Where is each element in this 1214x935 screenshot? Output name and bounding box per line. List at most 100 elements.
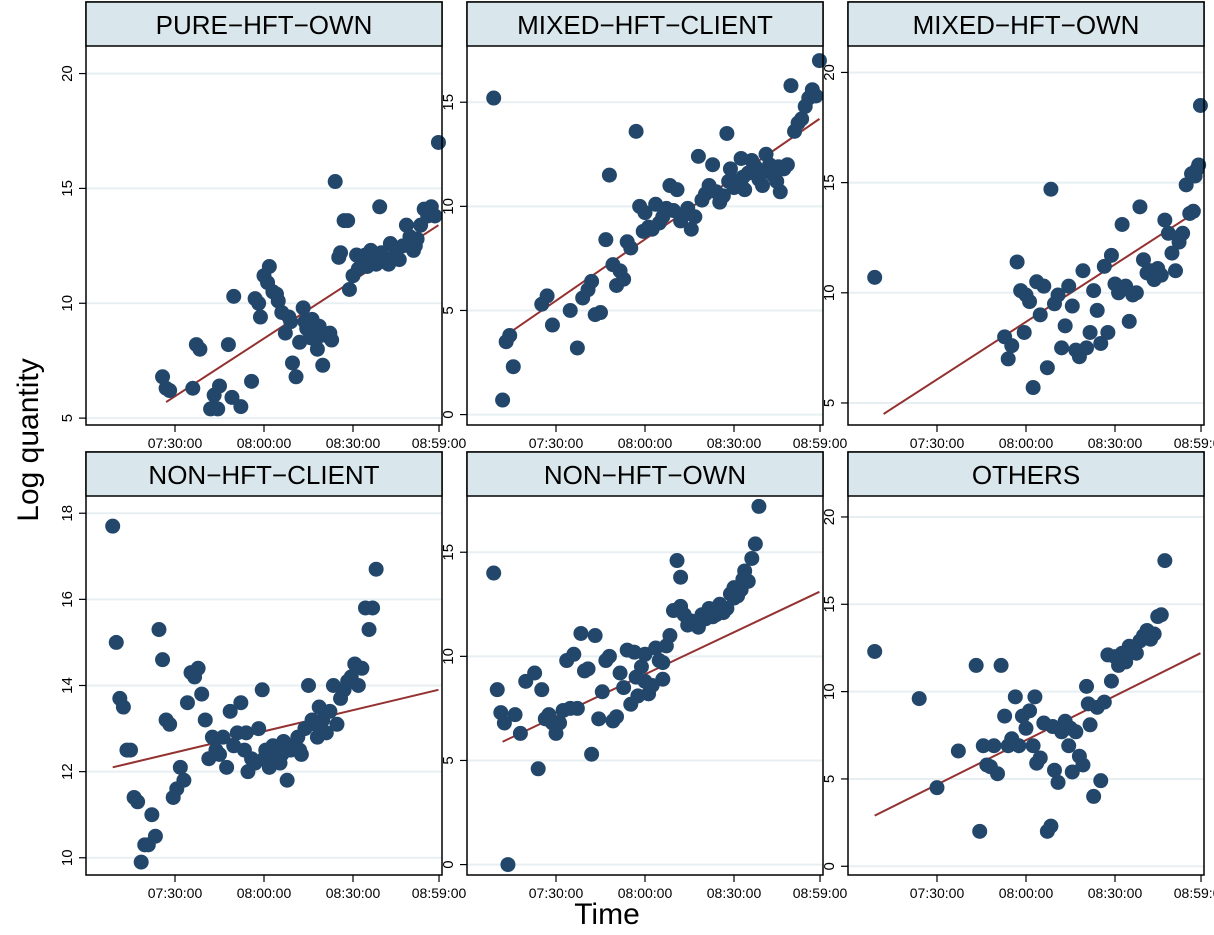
panel-3-title: MIXED−HFT−OWN bbox=[913, 10, 1140, 40]
panel-2-data-point bbox=[690, 148, 706, 164]
panel-3-data-point bbox=[1009, 254, 1025, 270]
panel-4-data-point bbox=[155, 652, 171, 668]
panel-2-data-point bbox=[771, 159, 786, 175]
panel-6-x-tick-label: 08:00:00 bbox=[999, 885, 1054, 901]
panel-2-data-point bbox=[593, 305, 608, 321]
panel-6-data-point bbox=[1032, 750, 1048, 766]
panel-2-data-point bbox=[715, 188, 731, 204]
panel-1-data-point bbox=[295, 300, 311, 316]
panel-1-data-point bbox=[261, 259, 277, 275]
panel-1-data-point bbox=[155, 369, 171, 385]
panel-3-data-point bbox=[1168, 263, 1184, 279]
panel-2-data-point bbox=[569, 340, 585, 356]
panel-6-title: OTHERS bbox=[972, 460, 1080, 490]
panel-1-data-point bbox=[333, 245, 349, 261]
panel-5-data-point bbox=[690, 613, 706, 629]
panel-6-plot-area bbox=[848, 496, 1204, 875]
panel-2-x-tick-label: 07:30:00 bbox=[529, 435, 584, 451]
panel-1-data-point bbox=[315, 357, 331, 373]
panel-3-data-point bbox=[1132, 199, 1148, 215]
panel-6-data-point bbox=[1080, 696, 1096, 712]
panel-5-data-point bbox=[655, 671, 671, 687]
panel-5-data-point bbox=[496, 715, 512, 731]
panel-5-data-point bbox=[527, 665, 543, 681]
panel-6-data-point bbox=[1045, 719, 1061, 735]
panel-4-data-point bbox=[279, 772, 295, 788]
panel-2-data-point bbox=[544, 317, 560, 333]
panel-4-data-point bbox=[238, 725, 254, 741]
panel-4-data-point bbox=[212, 746, 227, 762]
panel-1-data-point bbox=[309, 341, 325, 357]
panel-6-y-tick-label: 15 bbox=[821, 596, 838, 613]
panel-4-fit-line bbox=[112, 688, 439, 769]
panel-6-data-point bbox=[1046, 762, 1062, 778]
panel-1-data-point bbox=[284, 355, 300, 371]
panel-1-data-point bbox=[430, 134, 446, 150]
panel-1-data-point bbox=[341, 281, 357, 297]
panel-4-data-point bbox=[204, 729, 220, 745]
panel-4-data-point bbox=[354, 660, 370, 676]
panel-3-y-tick-label: 10 bbox=[821, 284, 838, 301]
panel-1-data-point bbox=[212, 378, 227, 394]
panel-4-data-point bbox=[108, 634, 124, 650]
panel-1-data-point bbox=[185, 380, 201, 396]
panel-6-data-point bbox=[1022, 703, 1038, 719]
panel-1-plot-area bbox=[86, 46, 442, 425]
panel-1-y-tick-label: 10 bbox=[59, 295, 76, 312]
panel-4-x-tick-label: 08:59:00 bbox=[412, 885, 467, 901]
panel-1-data-point bbox=[192, 341, 208, 357]
panel-1-data-point bbox=[233, 399, 249, 415]
panel-3-data-point bbox=[1135, 252, 1151, 268]
panel-6-data-point bbox=[950, 743, 966, 759]
panel-2-data-point bbox=[735, 169, 751, 185]
panel-2-y-tick-label: 15 bbox=[440, 94, 457, 111]
panel-2-data-point bbox=[808, 88, 824, 104]
panel-5-data-point bbox=[609, 709, 625, 725]
panel-6-data-point bbox=[867, 643, 883, 659]
panel-1-x-tick-label: 08:00:00 bbox=[237, 435, 292, 451]
panel-3-data-point bbox=[1043, 181, 1059, 197]
panel-2-data-point bbox=[616, 271, 632, 287]
panel-4-data-point bbox=[115, 699, 131, 715]
panel-3-x-tick-label: 08:59:00 bbox=[1174, 435, 1214, 451]
panel-3-data-point bbox=[1184, 166, 1200, 182]
panel-4-data-point bbox=[194, 686, 210, 702]
panel-1-data-point bbox=[398, 217, 414, 233]
panel-6-data-point bbox=[1153, 607, 1169, 623]
panel-3-x-tick-label: 08:00:00 bbox=[999, 435, 1054, 451]
panel-6-fit-line bbox=[874, 652, 1201, 817]
panel-6-data-point bbox=[929, 780, 945, 796]
panel-6-data-point bbox=[1007, 689, 1023, 705]
panel-3-data-point bbox=[1164, 245, 1180, 261]
panel-2-data-point bbox=[669, 182, 685, 198]
panel-6-data-point bbox=[1063, 720, 1078, 736]
panel-6-y-tick-label: 20 bbox=[821, 509, 838, 526]
panel-6-data-point bbox=[1043, 818, 1059, 834]
panel-6-data-point bbox=[975, 738, 991, 754]
panel-3-plot-area bbox=[848, 46, 1204, 425]
panel-2-title-strip bbox=[466, 1, 824, 47]
panel-4-data-point bbox=[251, 721, 267, 737]
panel-1-data-point bbox=[226, 288, 242, 304]
panel-3-data-point bbox=[1114, 216, 1130, 232]
panel-5-data-point bbox=[486, 565, 502, 581]
panel-2-data-point bbox=[598, 232, 614, 248]
panel-4-x-tick-label: 07:30:00 bbox=[148, 885, 203, 901]
panel-1-data-point bbox=[427, 208, 443, 224]
panel-5-y-tick-label: 0 bbox=[440, 860, 457, 868]
panel-2-data-point bbox=[687, 209, 703, 225]
panel-2-x-tick-label: 08:30:00 bbox=[707, 435, 762, 451]
panel-5-data-point bbox=[601, 648, 617, 664]
panel-5-data-point bbox=[489, 682, 505, 698]
panel-6-data-point bbox=[1025, 738, 1041, 754]
panel-3-data-point bbox=[1082, 324, 1098, 340]
panel-6-data-point bbox=[1027, 689, 1043, 705]
panel-3-data-point bbox=[1061, 278, 1077, 294]
panel-5-data-point bbox=[500, 857, 516, 873]
panel-4-data-point bbox=[309, 729, 325, 745]
panel-1-data-point bbox=[220, 337, 236, 353]
panel-4-data-point bbox=[222, 703, 238, 719]
panel-5-data-point bbox=[708, 603, 724, 619]
panel-1-data-point bbox=[270, 293, 286, 309]
panel-6-data-point bbox=[1061, 738, 1077, 754]
